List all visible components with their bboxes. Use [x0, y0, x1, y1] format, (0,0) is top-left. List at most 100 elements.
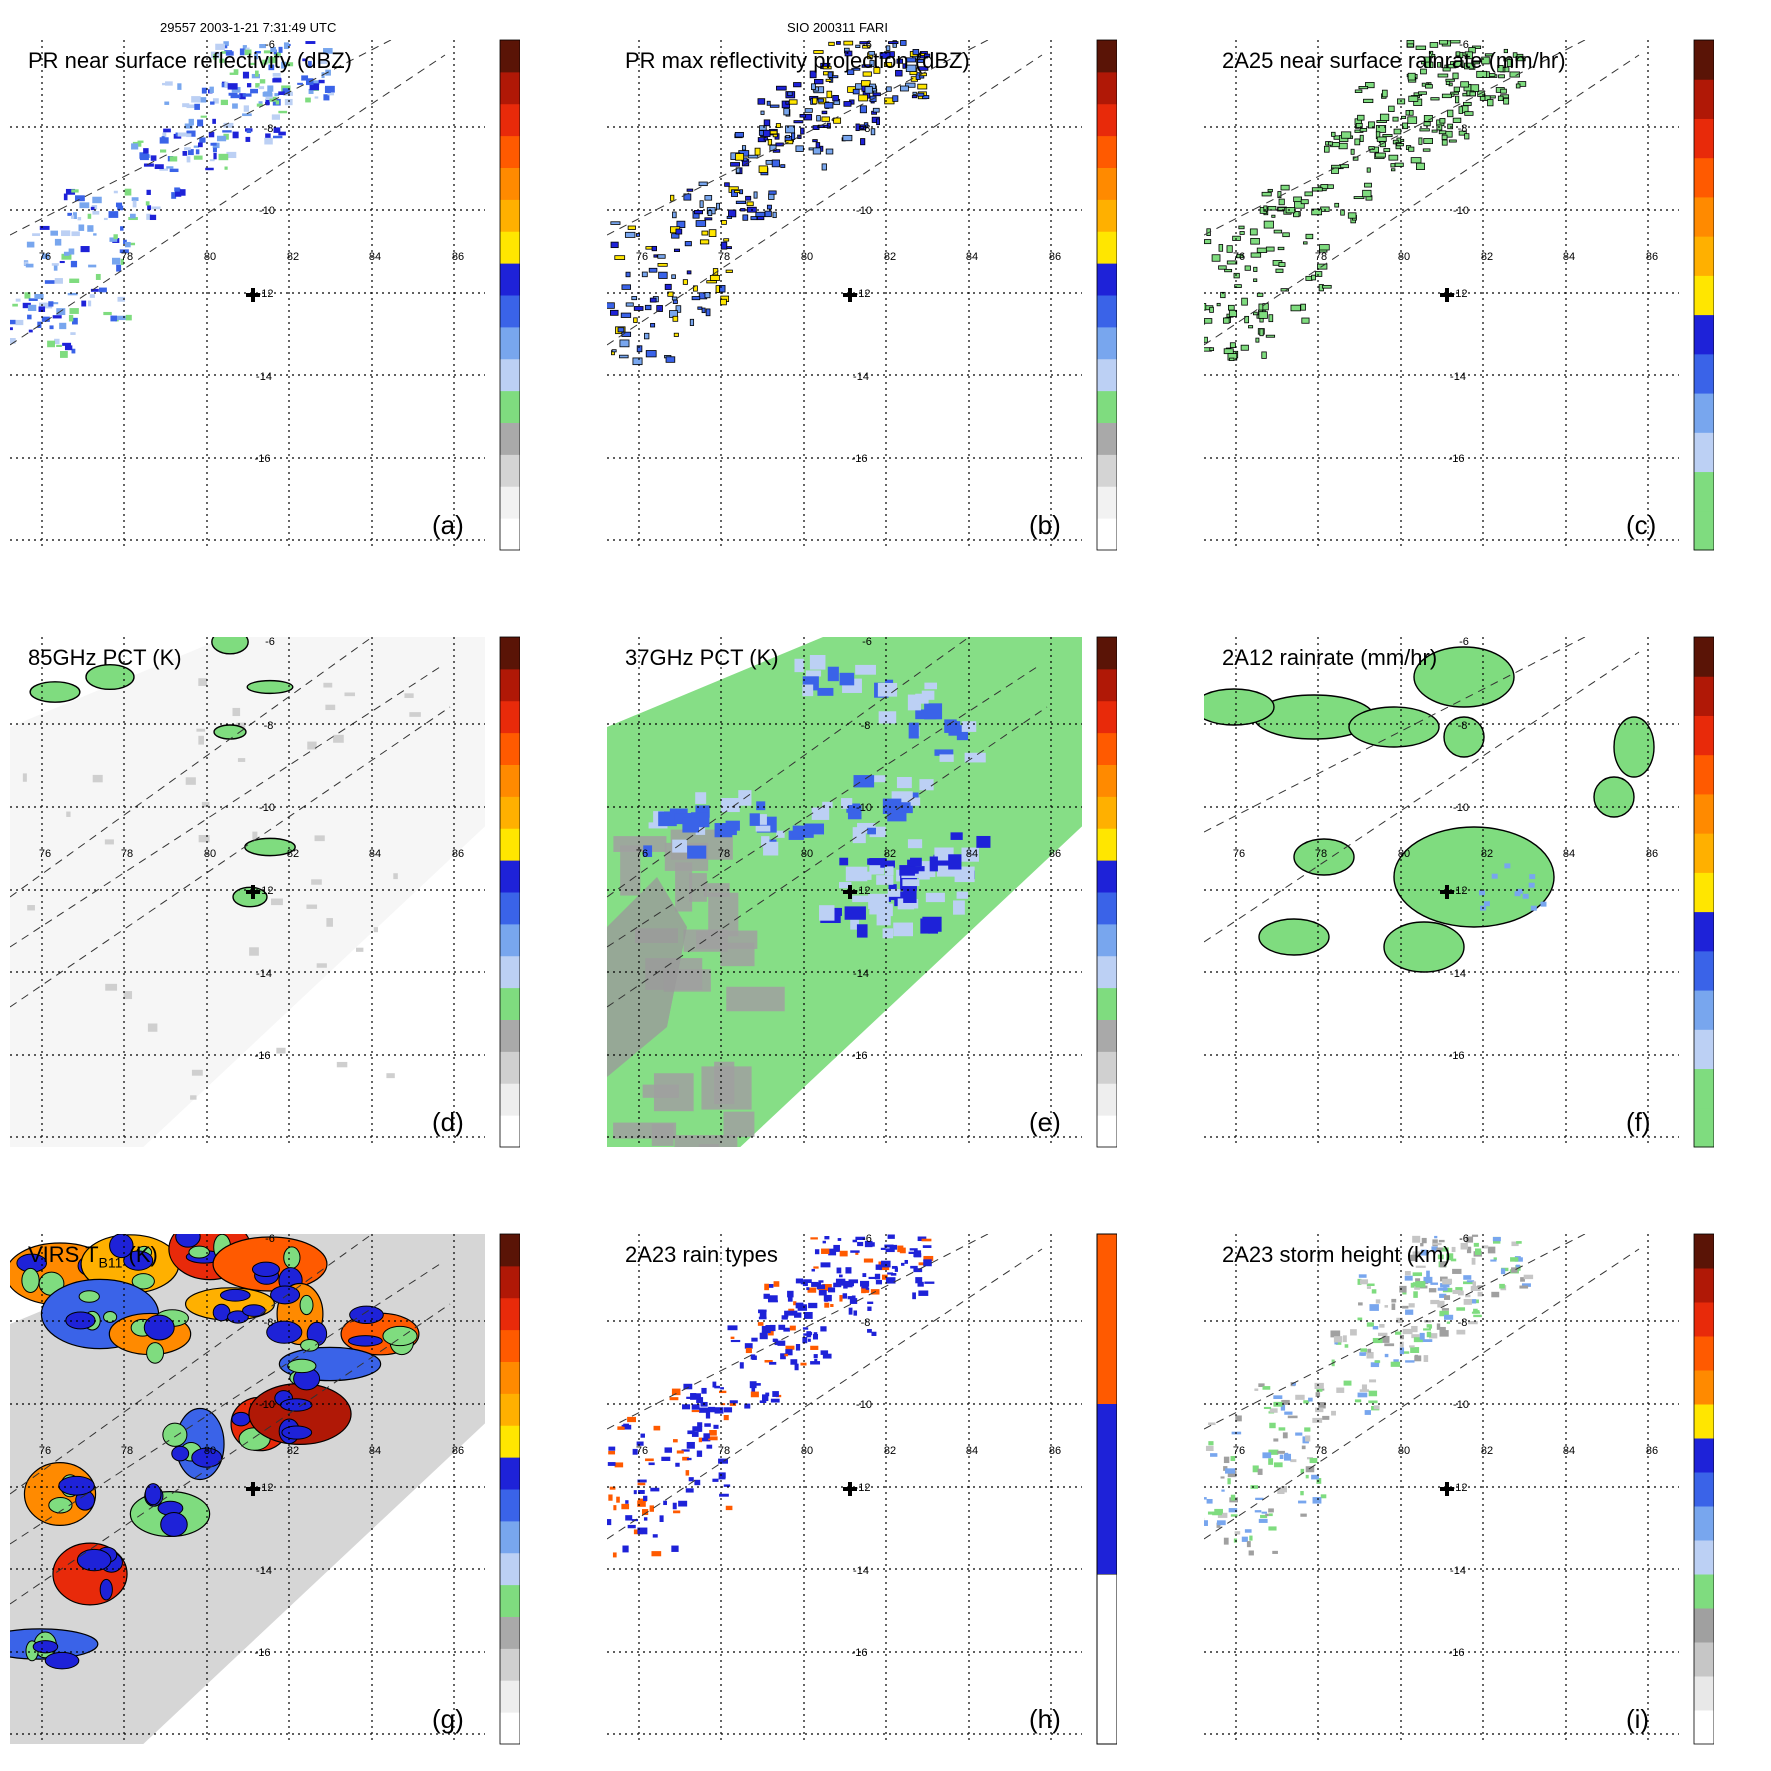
storm-center-marker [843, 1482, 857, 1496]
lat-tick-label: -14 [853, 371, 869, 383]
lat-tick-label: -8 [861, 123, 871, 135]
storm-center-marker [1440, 288, 1454, 302]
lon-tick-label: 86 [1049, 848, 1061, 860]
panel-title-text: 2A25 near surface rainrate (mm/hr) [1222, 48, 1566, 73]
lat-tick-label: -10 [1453, 205, 1469, 217]
panel-letter: (d) [432, 1107, 464, 1137]
lon-tick-label: 82 [1481, 848, 1493, 860]
lon-tick-label: 76 [1233, 848, 1245, 860]
panel-h: 76 78 80 82 84 86 -6 -8 -10 -12 -14 -16 N/AStratConv… [597, 1194, 1117, 1754]
panel-b: 76 78 80 82 84 86 -6 -8 -10 -12 -14 -16 061218243036… [597, 0, 1117, 560]
map-plot-e: 76 78 80 82 84 86 -6 -8 -10 -12 -14 -16 315306297288… [607, 636, 1117, 1148]
lon-tick-label: 76 [636, 251, 648, 263]
lat-tick-label: -14 [1450, 371, 1466, 383]
lon-tick-label: 82 [884, 1445, 896, 1457]
lon-tick-label: 76 [1233, 1445, 1245, 1457]
lat-tick-label: -14 [256, 968, 272, 980]
panel-a: 76 78 80 82 84 86 -6 -8 -10 -12 -14 -16 061218243036… [0, 0, 520, 560]
lat-tick-label: -6 [265, 636, 275, 648]
lat-tick-label: -12 [258, 288, 274, 300]
storm-center-marker [246, 1482, 260, 1496]
panel-e: 76 78 80 82 84 86 -6 -8 -10 -12 -14 -16 315306297288… [597, 597, 1117, 1157]
storm-center-marker [246, 885, 260, 899]
panel-letter: (h) [1029, 1704, 1061, 1734]
lon-tick-label: 82 [287, 251, 299, 263]
lon-tick-label: 86 [1646, 1445, 1658, 1457]
panel-letter: (e) [1029, 1107, 1061, 1137]
lon-tick-label: 78 [1315, 251, 1327, 263]
panel-title: PR near surface reflectivity (dBZ) [28, 48, 352, 74]
lon-tick-label: 76 [636, 1445, 648, 1457]
lon-tick-label: 80 [1398, 1445, 1410, 1457]
lat-tick-label: -16 [255, 453, 271, 465]
panel-title: 2A23 rain types [625, 1242, 778, 1268]
panel-title: 37GHz PCT (K) [625, 645, 779, 671]
lat-tick-label: -12 [1452, 1482, 1468, 1494]
storm-center-marker [843, 885, 857, 899]
lat-tick-label: -6 [1459, 1233, 1469, 1245]
lat-tick-label: -10 [856, 1399, 872, 1411]
lat-tick-label: -6 [862, 39, 872, 51]
storm-center-marker [1440, 885, 1454, 899]
lat-tick-label: -14 [853, 1565, 869, 1577]
panel-i: 76 78 80 82 84 86 -6 -8 -10 -12 -14 -16 0.02.04.06.0… [1194, 1194, 1714, 1754]
storm-center-marker [246, 288, 260, 302]
panel-c: 76 78 80 82 84 86 -6 -8 -10 -12 -14 -16 061218243036… [1194, 0, 1714, 560]
panel-title: 2A12 rainrate (mm/hr) [1222, 645, 1437, 671]
colorbar-f: 061218243036424854 [1693, 636, 1714, 1148]
lon-tick-label: 82 [884, 848, 896, 860]
map-plot-b: 76 78 80 82 84 86 -6 -8 -10 -12 -14 -16 061218243036… [607, 39, 1117, 551]
lon-tick-label: 82 [287, 1445, 299, 1457]
lat-tick-label: -12 [1452, 288, 1468, 300]
panel-title: 2A23 storm height (km) [1222, 1242, 1451, 1268]
panel-title-text: PR near surface reflectivity (dBZ) [28, 48, 352, 73]
lat-tick-label: -16 [1449, 1050, 1465, 1062]
map-plot-f: 76 78 80 82 84 86 -6 -8 -10 -12 -14 -16 061218243036… [1204, 636, 1714, 1148]
panel-letter: (f) [1626, 1107, 1651, 1137]
lat-tick-label: -16 [1449, 1647, 1465, 1659]
storm-center-marker [1440, 1482, 1454, 1496]
lon-tick-label: 86 [1646, 251, 1658, 263]
lat-tick-label: -14 [1450, 968, 1466, 980]
lon-tick-label: 84 [1563, 251, 1575, 263]
lon-tick-label: 86 [1049, 1445, 1061, 1457]
lat-tick-label: -10 [856, 205, 872, 217]
lat-tick-label: -16 [1449, 453, 1465, 465]
panel-letter: (c) [1626, 510, 1657, 540]
panel-title: 85GHz PCT (K) [28, 645, 182, 671]
storm-id-header: SIO 200311 FARI [787, 20, 888, 35]
lat-tick-label: -8 [861, 720, 871, 732]
lat-tick-label: -10 [1453, 1399, 1469, 1411]
lat-tick-label: -8 [264, 1317, 274, 1329]
colorbar-c: 061218243036424854 [1693, 39, 1714, 551]
lon-tick-label: 78 [1315, 1445, 1327, 1457]
colorbar-a: 061218243036424854 [499, 39, 520, 551]
lon-tick-label: 76 [39, 1445, 51, 1457]
lon-tick-label: 86 [452, 848, 464, 860]
panel-letter: (g) [432, 1704, 464, 1734]
lat-tick-label: -16 [852, 1050, 868, 1062]
lat-tick-label: -8 [1458, 123, 1468, 135]
colorbar-i: 0.02.04.06.08.010.012.014.016.018.0 [1693, 1233, 1714, 1745]
colorbar-h: N/AStratConv [1096, 1233, 1117, 1745]
lat-tick-label: -8 [1458, 1317, 1468, 1329]
panel-letter: (i) [1626, 1704, 1650, 1734]
lat-tick-label: -14 [256, 1565, 272, 1577]
lat-tick-label: -12 [1452, 885, 1468, 897]
panel-title-text: 2A23 storm height (km) [1222, 1242, 1451, 1267]
lon-tick-label: 82 [1481, 1445, 1493, 1457]
lat-tick-label: -12 [855, 288, 871, 300]
lat-tick-label: -6 [862, 636, 872, 648]
lon-tick-label: 84 [369, 848, 381, 860]
colorbar-b: 061218243036424854 [1096, 39, 1117, 551]
lat-tick-label: -10 [259, 205, 275, 217]
panel-g: 76 78 80 82 84 86 -6 -8 -10 -12 -14 -16 304292280268… [0, 1194, 520, 1754]
lon-tick-label: 84 [369, 251, 381, 263]
lat-tick-label: -16 [255, 1050, 271, 1062]
lon-tick-label: 82 [287, 848, 299, 860]
lat-tick-label: -6 [1459, 39, 1469, 51]
orbit-time-header: 29557 2003-1-21 7:31:49 UTC [160, 20, 337, 35]
lon-tick-label: 78 [121, 848, 133, 860]
map-plot-c: 76 78 80 82 84 86 -6 -8 -10 -12 -14 -16 061218243036… [1204, 39, 1714, 551]
lon-tick-label: 82 [1481, 251, 1493, 263]
